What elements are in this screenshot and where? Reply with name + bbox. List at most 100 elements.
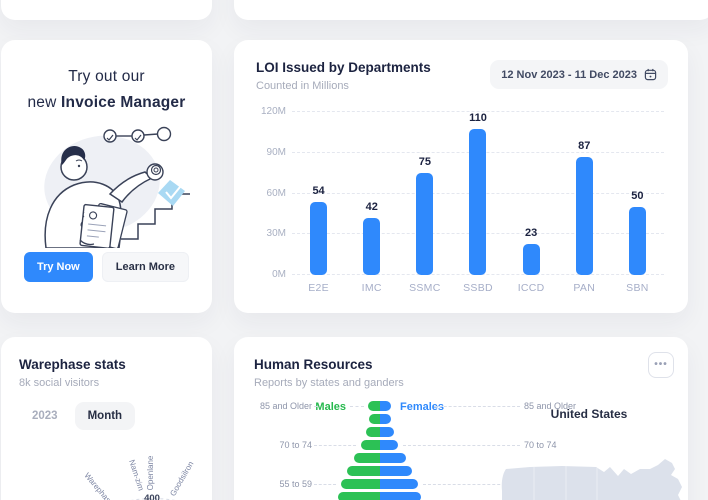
leader-dash — [423, 484, 520, 485]
human-resources-card: Human Resources Reports by states and ga… — [234, 337, 688, 500]
bar-E2E[interactable]: 54 — [292, 112, 345, 275]
learn-more-button[interactable]: Learn More — [101, 252, 190, 282]
card-top-right-partial — [234, 0, 708, 20]
males-segment — [361, 440, 380, 450]
pyramid-bar-60-to-64[interactable] — [347, 466, 412, 476]
leader-dash — [314, 406, 318, 407]
warephase-period-tabs: 2023 Month — [19, 402, 194, 430]
pyramid-bar-70-to-74[interactable] — [361, 440, 398, 450]
bar-rect — [416, 173, 434, 275]
bar-SSBD[interactable]: 110 — [451, 112, 504, 275]
leader-dash — [434, 406, 520, 407]
map-title: United States — [550, 407, 628, 421]
bar-rect — [469, 129, 487, 275]
invoice-promo-title: Try out our new Invoice Manager — [1, 64, 212, 116]
bar-ICCD[interactable]: 23 — [505, 112, 558, 275]
calendar-icon — [644, 68, 657, 81]
tab-month[interactable]: Month — [74, 402, 136, 430]
females-segment — [380, 440, 398, 450]
warephase-radar: Warephase Nam-zim Openlane Goodsilron 400 — [82, 455, 195, 500]
bar-value-label: 54 — [312, 184, 325, 197]
leader-dash — [350, 406, 364, 407]
usa-map — [501, 459, 682, 500]
bar-rect — [310, 201, 328, 275]
loi-card-title: LOI Issued by Departments — [256, 60, 431, 75]
pyramid-bar-85-and-older[interactable] — [368, 401, 391, 411]
warephase-card: Warephase stats 8k social visitors 2023 … — [1, 337, 212, 500]
females-segment — [380, 453, 406, 463]
age-label-left: 70 to 74 — [279, 440, 312, 450]
males-segment — [347, 466, 380, 476]
bar-IMC[interactable]: 42 — [345, 112, 398, 275]
tab-year-2023[interactable]: 2023 — [19, 402, 71, 430]
pyramid-bar-75-to-79[interactable] — [366, 427, 394, 437]
bar-SBN[interactable]: 50 — [611, 112, 664, 275]
date-range-picker[interactable]: 12 Nov 2023 - 11 Dec 2023 — [490, 60, 668, 89]
bar-SSMC[interactable]: 75 — [398, 112, 451, 275]
pyramid-bar-80-to-84[interactable] — [369, 414, 391, 424]
gridline — [292, 111, 664, 112]
y-axis-tick: 90M — [266, 146, 286, 158]
bar-PAN[interactable]: 87 — [558, 112, 611, 275]
legend-females: Females — [400, 401, 445, 413]
males-segment — [341, 479, 380, 489]
hr-subtitle: Reports by states and ganders — [254, 377, 404, 389]
y-axis-tick: 120M — [260, 106, 286, 117]
pyramid-bar-55-to-59[interactable] — [341, 479, 418, 489]
legend-males: Males — [315, 401, 346, 413]
bar-value-label: 75 — [418, 156, 431, 169]
card-top-left-partial — [1, 0, 212, 20]
try-now-button[interactable]: Try Now — [23, 252, 93, 282]
invoice-promo-card: Try out our new Invoice Manager — [1, 40, 212, 313]
age-label-left: 85 and Older — [259, 401, 312, 411]
loi-card: LOI Issued by Departments Counted in Mil… — [234, 40, 688, 313]
loi-bar-chart: 0M 30M 60M 90M 120M 54 42 75 110 23 87 50 E2E IMC SSM… — [256, 106, 668, 294]
age-label-right: 70 to 74 — [524, 440, 557, 450]
bar-value-label: 50 — [631, 190, 644, 203]
radar-axis-label: Openlane — [146, 455, 155, 490]
leader-dash — [403, 445, 520, 446]
pyramid-bar-65-to-69[interactable] — [354, 453, 406, 463]
radar-axis-label: Nam-zim — [127, 459, 146, 493]
loi-card-header: LOI Issued by Departments Counted in Mil… — [256, 60, 668, 92]
males-segment — [338, 492, 380, 500]
females-segment — [380, 427, 394, 437]
loi-xlabels: E2E IMC SSMC SSBD ICCD PAN SBN — [292, 282, 664, 294]
males-segment — [354, 453, 380, 463]
females-segment — [380, 466, 412, 476]
radar-axis-label: Warephase — [82, 471, 115, 500]
x-axis-label: IMC — [361, 282, 382, 294]
pyramid-bar-50-to-54[interactable] — [338, 492, 421, 500]
x-axis-label: SSMC — [409, 282, 441, 294]
age-label-left: 55 to 59 — [279, 479, 312, 489]
males-segment — [368, 401, 380, 411]
invoice-promo-title-line2: new Invoice Manager — [27, 94, 186, 111]
x-axis-label: PAN — [573, 282, 596, 294]
bar-value-label: 110 — [469, 112, 487, 124]
leader-dash — [314, 445, 356, 446]
females-segment — [380, 492, 421, 500]
bars-row: 54 42 75 110 23 87 50 — [292, 112, 664, 275]
males-segment — [366, 427, 380, 437]
y-axis-tick: 0M — [272, 269, 286, 280]
hr-title: Human Resources — [254, 357, 373, 372]
loi-plot: 0M 30M 60M 90M 120M 54 42 75 110 23 87 50 — [261, 106, 664, 280]
y-axis-tick: 60M — [266, 187, 286, 199]
radar-tick-label: 400 — [144, 493, 160, 500]
females-segment — [380, 414, 391, 424]
bar-rect — [575, 156, 593, 275]
invoice-promo-title-line1: Try out our — [68, 68, 145, 85]
females-segment — [380, 479, 418, 489]
x-axis-label: SSBD — [463, 282, 493, 294]
more-options-button[interactable]: ••• — [648, 352, 674, 378]
invoice-promo-actions: Try Now Learn More — [1, 252, 212, 282]
y-axis-tick: 30M — [266, 228, 286, 240]
invoice-illustration — [43, 126, 190, 248]
x-axis-label: E2E — [308, 282, 329, 294]
bar-value-label: 23 — [525, 226, 538, 239]
males-segment — [369, 414, 380, 424]
warephase-title: Warephase stats — [19, 357, 126, 372]
bar-rect — [363, 217, 381, 275]
bar-rect — [522, 243, 540, 275]
